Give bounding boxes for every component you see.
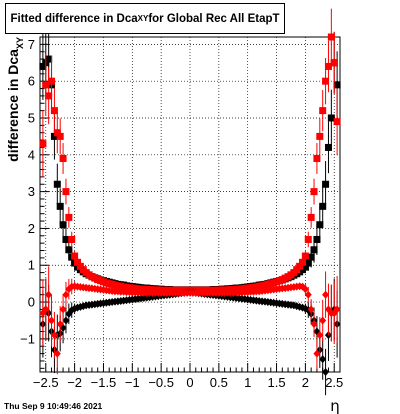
data-point-square (304, 259, 312, 267)
x-tick-label: −2.5 (33, 375, 59, 390)
data-point-diamond (62, 316, 70, 325)
data-point-square (50, 107, 58, 115)
x-tick-label: −2 (67, 375, 82, 390)
x-tick-label: −1 (125, 375, 140, 390)
data-point-diamond (310, 320, 318, 329)
data-point-square (324, 62, 332, 70)
plot-area (40, 37, 340, 372)
y-axis-title-main: difference in Dca (5, 49, 21, 162)
data-point-square (42, 81, 50, 89)
data-point-square (45, 55, 53, 63)
data-point-square (59, 221, 67, 229)
data-point-diamond (304, 290, 312, 299)
data-point-square (322, 77, 330, 85)
data-point-diamond (322, 290, 330, 299)
data-point-diamond (313, 349, 321, 358)
chart-title-prefix: Fitted difference in Dca (10, 12, 138, 25)
data-point-square (307, 253, 315, 261)
data-point-square (319, 107, 327, 115)
data-point-diamond (59, 305, 67, 314)
data-point-square (45, 92, 53, 100)
data-point-square (48, 77, 56, 85)
data-point-square (39, 140, 47, 148)
data-point-square (39, 62, 47, 70)
data-point-square (296, 262, 304, 270)
data-point-square (319, 202, 327, 210)
chart-title: Fitted difference in Dca XY for Global Re… (5, 3, 285, 34)
data-point-square (65, 246, 73, 254)
y-tick-label: 5 (28, 110, 35, 125)
data-point-diamond (322, 368, 330, 376)
data-point-diamond (301, 285, 309, 294)
data-point-diamond (319, 316, 327, 325)
data-point-square (53, 180, 61, 188)
chart-title-suffix: for Global Rec All EtapT (148, 12, 280, 25)
chart-title-subscript: XY (137, 14, 149, 23)
data-point-square (71, 252, 79, 260)
data-point-diamond (333, 305, 341, 314)
data-point-square (313, 235, 321, 243)
x-tick-label: 1 (244, 375, 251, 390)
data-point-square (313, 154, 321, 162)
x-tick-label: 2.5 (325, 375, 343, 390)
y-tick-label: 6 (28, 74, 35, 89)
data-point-diamond (53, 349, 61, 358)
y-tick-label: 2 (28, 221, 35, 236)
data-point-diamond (56, 320, 64, 329)
y-tick-label: 1 (28, 258, 35, 273)
data-point-square (62, 188, 70, 196)
data-point-square (299, 258, 306, 266)
data-point-square (333, 81, 341, 89)
x-tick-label: 2 (302, 375, 309, 390)
data-point-square (65, 213, 73, 221)
x-tick-label: −0.5 (148, 375, 174, 390)
y-tick-label: −1 (20, 331, 35, 346)
data-point-square (307, 213, 315, 221)
data-point-square (316, 221, 324, 229)
data-point-diamond (316, 331, 324, 340)
data-point-square (324, 143, 332, 151)
data-point-diamond (45, 290, 53, 299)
data-point-square (301, 252, 309, 260)
data-point-square (304, 235, 312, 243)
data-point-square (50, 132, 58, 140)
data-point-square (316, 132, 324, 140)
data-point-diamond (48, 316, 56, 325)
data-point-square (74, 258, 81, 266)
data-point-square (330, 59, 338, 67)
data-point-square (310, 188, 318, 196)
y-tick-label: 3 (28, 184, 35, 199)
data-point-square (68, 235, 76, 243)
y-tick-label: 0 (28, 295, 35, 310)
y-tick-label: 4 (28, 147, 35, 162)
x-tick-label: 0 (186, 375, 193, 390)
data-point-square (59, 154, 67, 162)
data-point-diamond (319, 355, 327, 364)
data-point-square (56, 202, 64, 210)
data-point-square (327, 33, 335, 41)
data-point-square (310, 246, 318, 254)
data-point-square (327, 114, 335, 122)
data-point-diamond (50, 331, 58, 340)
y-axis-title-sub: XY (15, 37, 25, 49)
y-tick-label: 7 (28, 37, 35, 52)
x-tick-label: −1.5 (91, 375, 117, 390)
x-axis-title: η (330, 397, 340, 414)
data-point-square (333, 118, 341, 126)
data-point-square (56, 132, 64, 140)
data-point-square (322, 180, 330, 188)
data-point-diamond (42, 305, 50, 314)
y-axis-title: difference in DcaXY (5, 37, 25, 162)
data-point-square (53, 129, 61, 137)
data-point-square (62, 235, 70, 243)
x-tick-label: 1.5 (267, 375, 285, 390)
x-tick-label: 0.5 (210, 375, 228, 390)
data-point-diamond (307, 305, 315, 314)
data-point-square (301, 263, 309, 271)
timestamp-label: Thu Sep 9 10:49:46 2021 (4, 401, 103, 411)
data-point-diamond (62, 290, 70, 299)
